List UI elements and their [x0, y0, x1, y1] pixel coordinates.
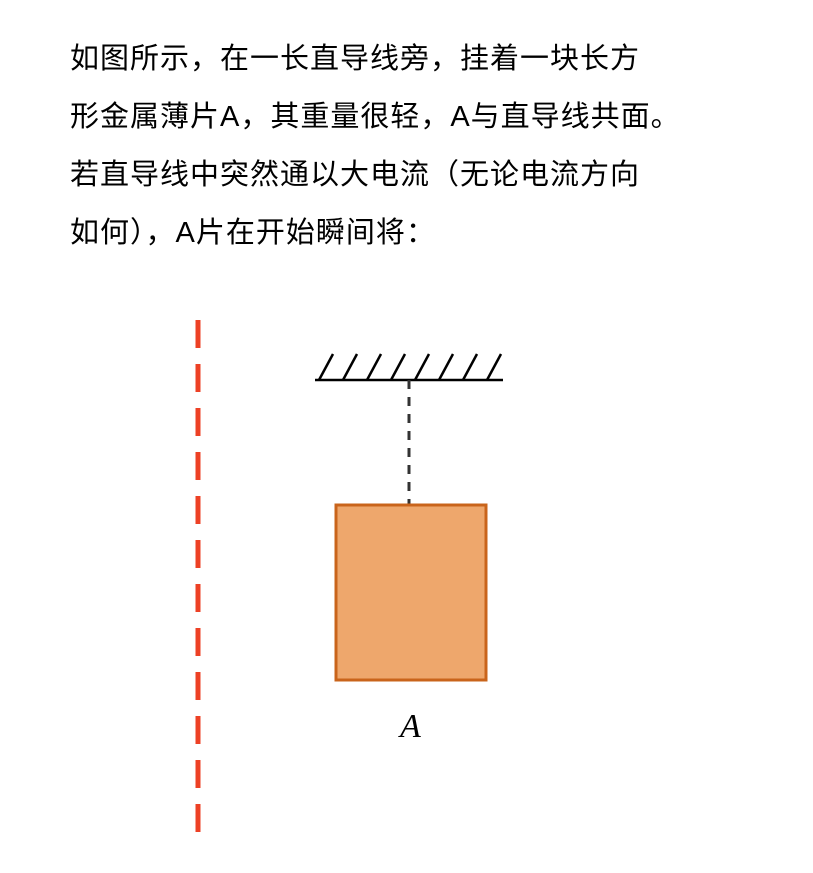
- problem-line-4: 如何），A片在开始瞬间将：: [70, 204, 750, 262]
- problem-line-1: 如图所示，在一长直导线旁，挂着一块长方: [70, 30, 750, 88]
- plate-label: A: [400, 708, 421, 746]
- problem-line-3: 若直导线中突然通以大电流（无论电流方向: [70, 146, 750, 204]
- page-root: 如图所示，在一长直导线旁，挂着一块长方 形金属薄片A，其重量很轻，A与直导线共面…: [0, 0, 813, 873]
- problem-line-2: 形金属薄片A，其重量很轻，A与直导线共面。: [70, 88, 750, 146]
- diagram-svg: [0, 310, 813, 870]
- physics-diagram: A: [0, 310, 813, 870]
- problem-statement: 如图所示，在一长直导线旁，挂着一块长方 形金属薄片A，其重量很轻，A与直导线共面…: [70, 30, 750, 262]
